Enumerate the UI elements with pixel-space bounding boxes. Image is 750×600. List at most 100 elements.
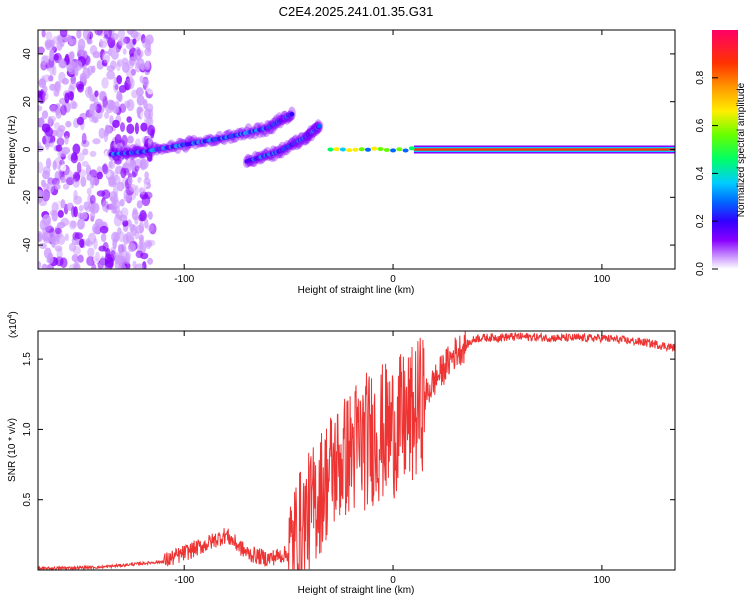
heatmap-noise-cell <box>104 256 114 268</box>
heatmap-noise-cell <box>143 62 151 71</box>
carrier-fragment <box>408 146 415 151</box>
heatmap-noise-cell <box>61 146 71 155</box>
heatmap-noise-cell <box>98 90 106 102</box>
heatmap-noise-cell <box>132 207 138 215</box>
heatmap-noise-cell <box>110 60 117 70</box>
heatmap-noise-cell <box>77 254 84 263</box>
heatmap-noise-cell <box>60 104 67 116</box>
heatmap-noise-cell <box>41 110 49 119</box>
heatmap-noise-cell <box>49 49 55 59</box>
heatmap-noise-cell <box>58 71 66 84</box>
heatmap-noise-cell <box>95 251 100 262</box>
carrier-fragment <box>364 147 371 152</box>
heatmap-noise-cell <box>64 92 70 104</box>
x-tick-label: 100 <box>594 274 611 285</box>
heatmap-noise-cell <box>116 142 124 150</box>
heatmap-noise-cell <box>42 189 51 202</box>
heatmap-noise-cell <box>143 108 152 119</box>
heatmap-noise-cell <box>70 100 77 110</box>
heatmap-noise-cell <box>69 263 79 269</box>
heatmap-noise-cell <box>117 38 123 46</box>
y-tick-label: 1.5 <box>22 352 33 366</box>
heatmap-noise-cell <box>70 220 77 228</box>
heatmap-noise-cell <box>129 184 137 193</box>
heatmap-noise-cell <box>81 160 89 167</box>
carrier-fragment <box>402 148 409 153</box>
heatmap-noise-cell <box>126 123 135 135</box>
colorbar-tick-label: 0.2 <box>695 214 706 228</box>
heatmap-noise-cell <box>42 85 48 93</box>
heatmap-noise-cell <box>45 225 55 233</box>
heatmap-noise-cell <box>126 42 134 50</box>
heatmap-noise-cell <box>57 221 66 229</box>
heatmap-noise-cell <box>60 176 67 183</box>
heatmap-noise-cell <box>76 161 82 174</box>
heatmap-noise-cell <box>103 54 110 64</box>
heatmap-noise-cell <box>134 165 140 172</box>
heatmap-noise-cell <box>134 122 139 135</box>
heatmap-noise-cell <box>118 214 128 222</box>
heatmap-noise-cell <box>114 252 119 262</box>
heatmap-noise-cell <box>134 216 139 225</box>
heatmap-noise-cell <box>143 99 148 110</box>
heatmap-noise-cell <box>147 124 156 136</box>
heatmap-noise-cell <box>134 138 141 151</box>
heatmap-noise-cell <box>78 204 84 212</box>
heatmap-noise-cell <box>81 140 90 148</box>
heatmap-noise-cell <box>144 171 149 180</box>
heatmap-noise-cell <box>42 234 48 241</box>
heatmap-noise-cell <box>56 248 63 260</box>
heatmap-noise-cell <box>126 116 132 123</box>
heatmap-noise-cell <box>99 225 109 234</box>
heatmap-noise-cell <box>54 245 63 252</box>
heatmap-noise-cell <box>54 81 61 91</box>
snr-ticks: -100 0 100 0.5 1.0 1.5 <box>22 331 675 586</box>
heatmap-noise-cell <box>74 256 79 268</box>
heatmap-noise-cell <box>90 202 100 214</box>
heatmap-noise-cell <box>87 247 95 258</box>
heatmap-noise-cell <box>86 256 95 267</box>
heatmap-noise-cell <box>68 38 73 46</box>
carrier-fragment <box>396 147 403 152</box>
heatmap-noise-cell <box>144 47 152 57</box>
heatmap-noise-cell <box>66 64 74 73</box>
heatmap-noise-cell <box>126 30 134 35</box>
heatmap-noise-cell <box>139 75 144 84</box>
heatmap-noise-cell <box>123 188 132 200</box>
heatmap-noise-cell <box>48 75 54 82</box>
heatmap-noise-cell <box>131 171 137 178</box>
heatmap-noise-cell <box>38 78 47 89</box>
heatmap-noise-cell <box>90 211 96 220</box>
heatmap-noise-cell <box>42 74 51 83</box>
heatmap-noise-cell <box>68 242 77 252</box>
heatmap-noise-cell <box>42 166 51 175</box>
heatmap-noise-cell <box>143 177 151 185</box>
heatmap-noise-cell <box>112 184 119 197</box>
heatmap-noise-cell <box>149 223 157 235</box>
heatmap-noise-cell <box>74 173 81 182</box>
heatmap-noise-cell <box>88 110 94 123</box>
heatmap-noise-cell <box>126 78 134 85</box>
heatmap-noise-cell <box>134 230 139 240</box>
heatmap-noise-cell <box>71 254 79 263</box>
heatmap-noise-cell <box>77 218 85 230</box>
heatmap-noise-cell <box>119 199 125 207</box>
colorbar-label: Normalized spectral amplitude <box>736 82 747 217</box>
heatmap-noise-cell <box>131 89 139 99</box>
heatmap-noise-cell <box>48 233 58 243</box>
heatmap-noise-cell <box>129 158 136 166</box>
heatmap-noise-cell <box>38 105 43 112</box>
heatmap-noise-cell <box>138 186 146 195</box>
heatmap-noise-cell <box>136 57 145 70</box>
heatmap-noise-cell <box>114 100 120 110</box>
heatmap-noise-cell <box>144 218 149 229</box>
heatmap-noise-cell <box>101 59 108 67</box>
heatmap-noise-cell <box>140 122 148 132</box>
heatmap-noise-cell <box>107 103 114 111</box>
colorbar: 0.0 0.2 0.4 0.6 0.8 Normalized spectral ampl… <box>695 30 747 276</box>
heatmap-noise-cell <box>79 238 85 249</box>
heatmap-noise-cell <box>82 148 89 156</box>
colorbar-tick-label: 0.4 <box>695 166 706 180</box>
heatmap-noise-cell <box>89 150 97 157</box>
heatmap-noise-cell <box>132 38 137 45</box>
